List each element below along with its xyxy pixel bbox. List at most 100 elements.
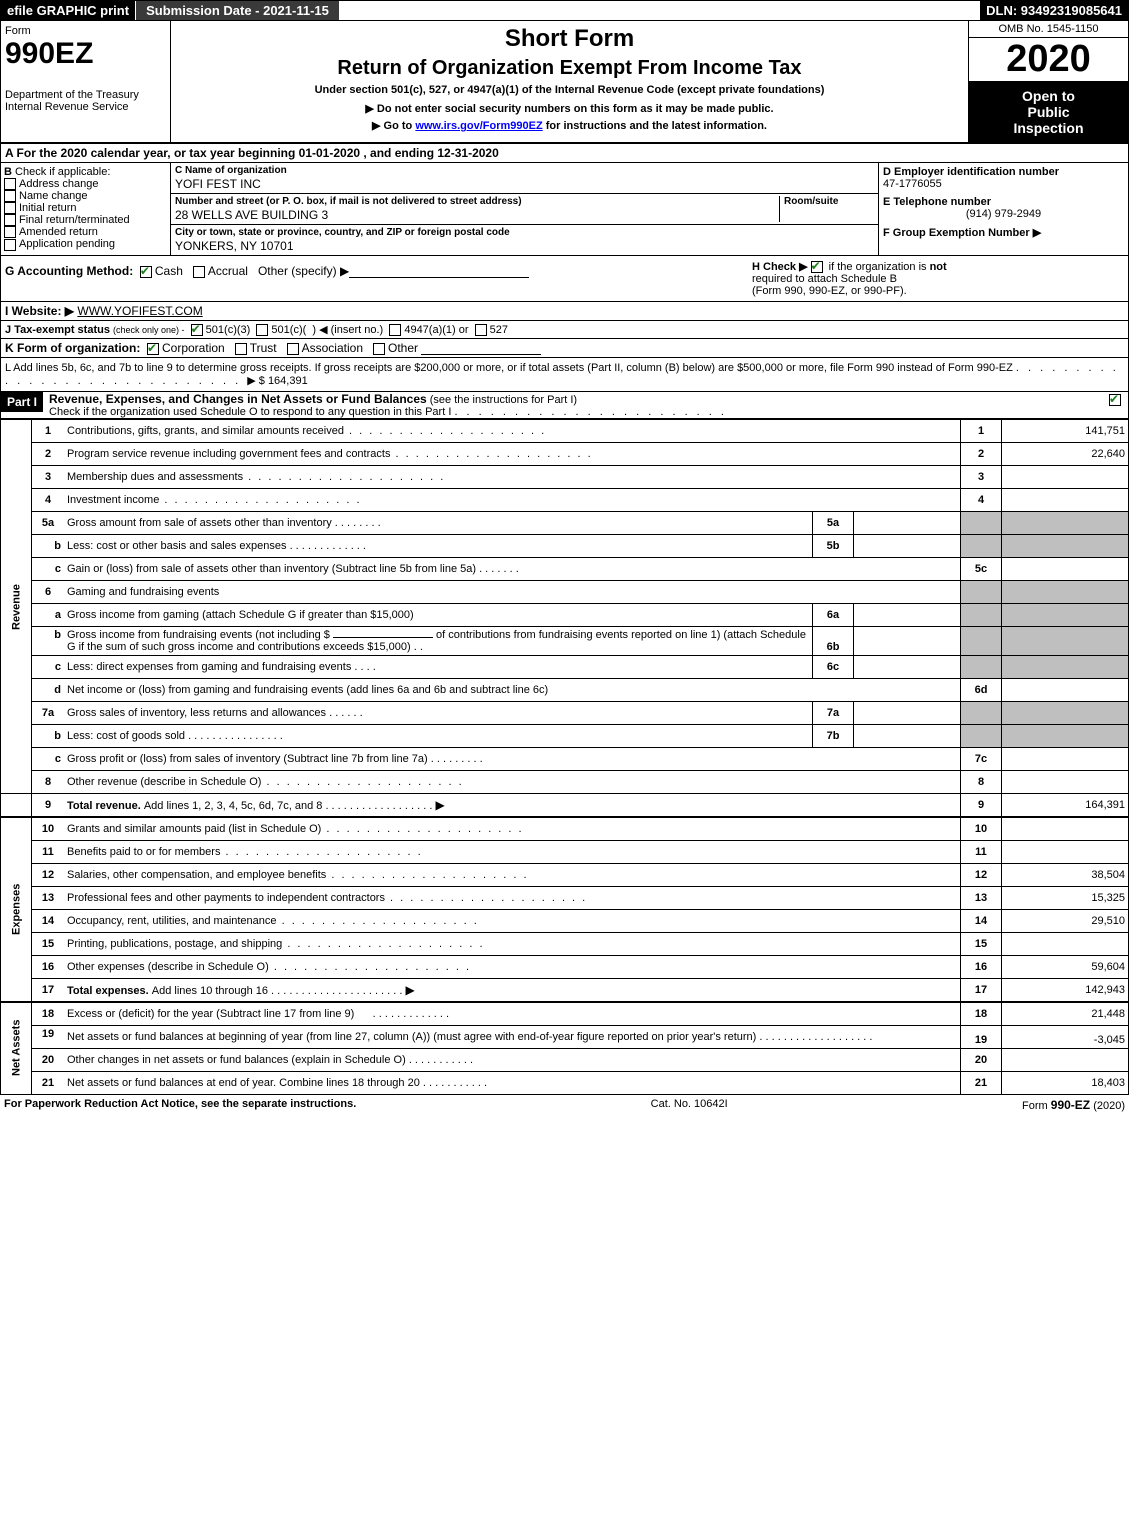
l7b-val <box>854 725 961 748</box>
chk-amended-return[interactable] <box>4 226 16 238</box>
c-street-label: Number and street (or P. O. box, if mail… <box>175 196 779 207</box>
l6c-val <box>854 656 961 679</box>
chk-527[interactable] <box>475 324 487 336</box>
j-label: J Tax-exempt status <box>5 324 110 336</box>
l5c-desc: Gain or (loss) from sale of assets other… <box>67 563 476 575</box>
l5b-desc: Less: cost or other basis and sales expe… <box>67 540 287 552</box>
l5b-dots: . . . . . . . . . . . . . <box>287 540 366 552</box>
row-l21: 21 Net assets or fund balances at end of… <box>1 1072 1128 1095</box>
chk-501c3[interactable] <box>191 324 203 336</box>
header-right: OMB No. 1545-1150 2020 Open to Public In… <box>968 21 1128 142</box>
l9-dots: . . . . . . . . . . . . . . . . . . <box>322 800 435 812</box>
l6b-no: b <box>32 627 65 656</box>
l12-num: 12 <box>961 864 1002 887</box>
row-l6a: a Gross income from gaming (attach Sched… <box>1 604 1128 627</box>
l4-num: 4 <box>961 489 1002 512</box>
l15-dots <box>282 938 484 950</box>
chk-name-change[interactable] <box>4 190 16 202</box>
row-l6c: c Less: direct expenses from gaming and … <box>1 656 1128 679</box>
chk-cash[interactable] <box>140 266 152 278</box>
chk-other-org[interactable] <box>373 343 385 355</box>
row-gh: G Accounting Method: Cash Accrual Other … <box>0 256 1129 302</box>
chk-application-pending[interactable] <box>4 239 16 251</box>
footer-left: For Paperwork Reduction Act Notice, see … <box>4 1098 356 1112</box>
l16-amt: 59,604 <box>1002 956 1129 979</box>
lbl-amended-return: Amended return <box>19 226 98 238</box>
l6a-amtgrey <box>1002 604 1129 627</box>
l17-arrow <box>406 985 415 997</box>
short-form-title: Short Form <box>173 25 966 53</box>
col-g-accounting: G Accounting Method: Cash Accrual Other … <box>1 256 748 301</box>
l3-num: 3 <box>961 466 1002 489</box>
l11-dots <box>220 846 422 858</box>
l7a-no: 7a <box>32 702 65 725</box>
l7b-sub: 7b <box>813 725 854 748</box>
chk-501c[interactable] <box>256 324 268 336</box>
c-name-value: YOFI FEST INC <box>175 177 287 191</box>
c-room-label: Room/suite <box>784 196 874 207</box>
chk-corp[interactable] <box>147 343 159 355</box>
lbl-501c-b: ) ◀ (insert no.) <box>312 324 383 336</box>
l6b-sub: 6b <box>813 627 854 656</box>
l5a-desc: Gross amount from sale of assets other t… <box>67 517 332 529</box>
l2-dots <box>390 448 592 460</box>
chk-trust[interactable] <box>235 343 247 355</box>
l11-no: 11 <box>32 841 65 864</box>
c-city-value: YONKERS, NY 10701 <box>175 239 874 253</box>
chk-final-return[interactable] <box>4 214 16 226</box>
row-l11: 11 Benefits paid to or for members 11 <box>1 841 1128 864</box>
row-k-org-form: K Form of organization: Corporation Trus… <box>0 339 1129 358</box>
l5a-sub: 5a <box>813 512 854 535</box>
l17-amt: 142,943 <box>1002 979 1129 1003</box>
side-expenses: Expenses <box>1 817 32 1002</box>
l4-desc: Investment income <box>67 494 159 506</box>
c-name-label: C Name of organization <box>175 165 287 176</box>
l15-no: 15 <box>32 933 65 956</box>
chk-address-change[interactable] <box>4 178 16 190</box>
l-amount: ▶ $ 164,391 <box>247 375 307 387</box>
lbl-4947: 4947(a)(1) or <box>404 324 468 336</box>
l18-dots: . . . . . . . . . . . . . <box>354 1008 449 1020</box>
chk-h[interactable] <box>811 261 823 273</box>
row-l20: 20 Other changes in net assets or fund b… <box>1 1049 1128 1072</box>
d-label: D Employer identification number <box>883 166 1124 178</box>
row-l13: 13 Professional fees and other payments … <box>1 887 1128 910</box>
l11-desc: Benefits paid to or for members <box>67 846 220 858</box>
chk-initial-return[interactable] <box>4 202 16 214</box>
lbl-other-org: Other <box>388 341 418 355</box>
chk-schedule-o[interactable] <box>1109 394 1121 406</box>
l20-desc: Other changes in net assets or fund bala… <box>67 1054 406 1066</box>
l21-no: 21 <box>32 1072 65 1095</box>
l5c-no: c <box>32 558 65 581</box>
part1-title-block: Revenue, Expenses, and Changes in Net As… <box>49 392 1105 418</box>
lbl-501c: 501(c)( <box>271 324 306 336</box>
l5b-no: b <box>32 535 65 558</box>
d-block: D Employer identification number 47-1776… <box>879 163 1128 193</box>
g-label: G Accounting Method: <box>5 264 133 278</box>
lbl-initial-return: Initial return <box>19 202 76 214</box>
top-spacer <box>340 1 980 20</box>
l5b-sub: 5b <box>813 535 854 558</box>
c-name-block: C Name of organization YOFI FEST INC <box>171 163 878 194</box>
l8-dots <box>261 776 463 788</box>
l17-num: 17 <box>961 979 1002 1003</box>
lbl-accrual: Accrual <box>208 264 248 278</box>
irs-link[interactable]: www.irs.gov/Form990EZ <box>415 120 542 132</box>
l12-dots <box>326 869 528 881</box>
chk-assoc[interactable] <box>287 343 299 355</box>
chk-accrual[interactable] <box>193 266 205 278</box>
l6b-amtgrey <box>1002 627 1129 656</box>
l6a-numgrey <box>961 604 1002 627</box>
omb-number: OMB No. 1545-1150 <box>969 21 1128 38</box>
tax-year: 2020 <box>969 38 1128 82</box>
l6b-dots: . . <box>414 641 423 653</box>
chk-4947[interactable] <box>389 324 401 336</box>
l12-desc: Salaries, other compensation, and employ… <box>67 869 326 881</box>
row-l7c: c Gross profit or (loss) from sales of i… <box>1 748 1128 771</box>
l9-desc: Total revenue. <box>67 800 144 812</box>
l5c-dots: . . . . . . . <box>476 563 519 575</box>
row-l2: 2 Program service revenue including gove… <box>1 443 1128 466</box>
l2-desc: Program service revenue including govern… <box>67 448 390 460</box>
section-bcdef: B Check if applicable: Address change Na… <box>0 163 1129 256</box>
row-l7a: 7a Gross sales of inventory, less return… <box>1 702 1128 725</box>
